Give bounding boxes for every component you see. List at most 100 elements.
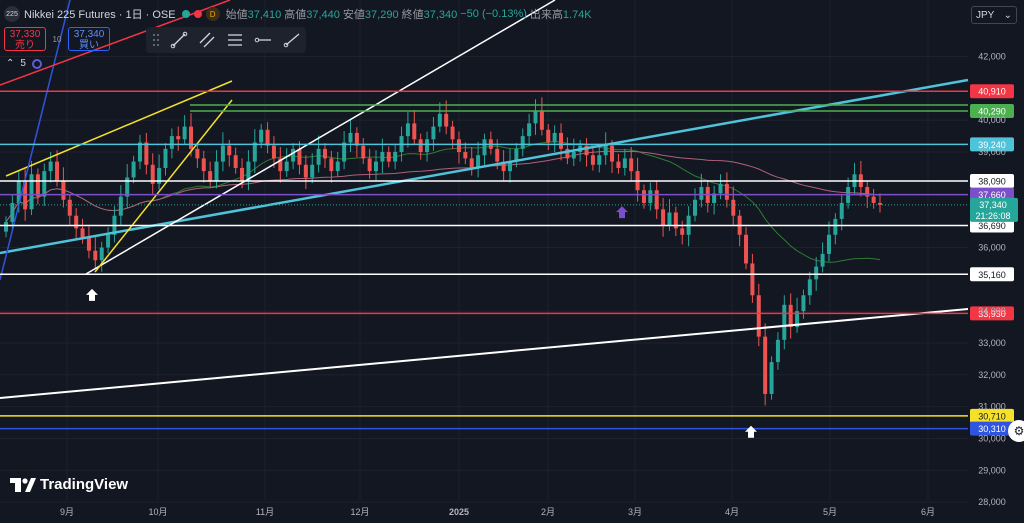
buy-button[interactable]: 37,340 買い <box>68 27 110 51</box>
horizontal-lines-icon[interactable] <box>226 31 244 49</box>
candle-body <box>259 129 264 143</box>
candle-body <box>546 129 551 143</box>
parallel-channel-icon[interactable] <box>198 31 216 49</box>
candle-body <box>820 253 825 267</box>
x-tick-label: 10月 <box>148 507 167 517</box>
currency-selector[interactable]: JPY ⌄ <box>971 6 1017 24</box>
tradingview-logo[interactable]: TradingView <box>10 476 128 493</box>
x-tick-label: 5月 <box>823 507 837 517</box>
candle-body <box>99 247 104 261</box>
candle-body <box>182 126 187 140</box>
price-label: 37,660 <box>978 190 1006 200</box>
settings-gear-icon[interactable]: ⚙ <box>1008 420 1024 442</box>
sell-button[interactable]: 37,330 売り <box>4 27 46 51</box>
candle-body <box>80 228 85 238</box>
candle-body <box>131 161 136 178</box>
horizontal-ray-icon[interactable] <box>254 31 272 49</box>
candle-body <box>603 145 608 156</box>
candle-body <box>354 132 359 146</box>
y-tick-label: 33,000 <box>978 338 1006 348</box>
candle-body <box>801 295 806 312</box>
candle-body <box>590 155 595 165</box>
candle-body <box>788 304 793 328</box>
candle-body <box>35 174 40 197</box>
y-tick-label: 31,000 <box>978 402 1006 412</box>
drag-handle-icon[interactable] <box>152 32 160 48</box>
arrow-up-icon <box>616 206 628 219</box>
candle-body <box>731 199 736 216</box>
candle-body <box>826 234 831 254</box>
drawing-toolbar <box>146 27 306 53</box>
candle-body <box>654 190 659 210</box>
price-label-box <box>970 267 1014 282</box>
ohlc-low: 安値37,290 <box>342 9 399 21</box>
candle-body <box>597 155 602 165</box>
indicator-toggle[interactable]: ⌃ 5 <box>6 58 42 69</box>
candle-body <box>865 187 870 197</box>
candle-body <box>450 126 455 140</box>
candle-body <box>227 145 232 156</box>
candle-body <box>144 142 149 165</box>
x-tick-label: 4月 <box>725 507 739 517</box>
chart-header: 225 Nikkei 225 Futures · 1日 · OSE D 始値37… <box>4 4 595 24</box>
trend-line-icon[interactable] <box>170 31 188 49</box>
candle-body <box>718 183 723 194</box>
x-tick-label: 2月 <box>541 507 555 517</box>
candle-body <box>42 171 47 197</box>
candle-body <box>514 148 519 162</box>
candle-body <box>4 222 8 232</box>
y-tick-label: 30,000 <box>978 434 1006 444</box>
countdown-label: 21:26:08 <box>975 211 1010 221</box>
price-label: 36,690 <box>978 221 1006 231</box>
arrow-up-icon <box>745 425 757 438</box>
symbol-title[interactable]: Nikkei 225 Futures · 1日 · OSE <box>24 9 176 21</box>
candle-body <box>16 180 21 203</box>
symbol-logo[interactable]: 225 <box>4 6 20 22</box>
candle-body <box>425 139 430 153</box>
candle-body <box>680 228 685 235</box>
candle-body <box>74 215 79 229</box>
price-label: 38,090 <box>978 176 1006 186</box>
candle-body <box>712 193 717 203</box>
candle-body <box>176 136 181 140</box>
ohlc-open: 始値37,410 <box>225 9 282 21</box>
candle-body <box>125 177 130 197</box>
price-label-box <box>970 408 1014 423</box>
delayed-badge[interactable]: D <box>205 7 220 21</box>
candle-body <box>48 161 53 172</box>
candle-body <box>163 148 168 168</box>
ray-icon[interactable] <box>282 31 300 49</box>
arrow-up-icon <box>86 288 98 301</box>
candle-body <box>565 148 570 159</box>
candle-body <box>527 123 532 137</box>
candle-body <box>367 158 372 172</box>
candle-body <box>322 148 327 159</box>
candle-body <box>437 113 442 127</box>
candle-body <box>814 266 819 280</box>
y-tick-label: 32,000 <box>978 370 1006 380</box>
candle-body <box>871 196 876 203</box>
candle-body <box>629 158 634 172</box>
candle-body <box>252 142 257 162</box>
candle-body <box>559 132 564 149</box>
y-tick-label: 39,000 <box>978 147 1006 157</box>
candle-body <box>106 234 111 248</box>
ohlc-high: 高値37,440 <box>284 9 340 21</box>
candle-body <box>233 155 238 168</box>
candle-body <box>418 139 423 153</box>
y-tick-label: 29,000 <box>978 465 1006 475</box>
candle-body <box>284 161 289 172</box>
candle-body <box>335 161 340 172</box>
trade-panel: 37,330 売り 10 37,340 買い <box>4 27 110 51</box>
alert-status-icon <box>193 10 202 18</box>
candle-body <box>571 152 576 159</box>
chevron-up-icon[interactable]: ⌃ <box>6 58 15 69</box>
candle-body <box>240 167 245 181</box>
candle-body <box>795 311 800 328</box>
y-tick-label: 34,000 <box>978 306 1006 316</box>
candle-body <box>610 145 615 162</box>
price-label-box <box>970 103 1014 118</box>
candle-body <box>348 132 353 143</box>
price-label-box <box>970 218 1014 233</box>
